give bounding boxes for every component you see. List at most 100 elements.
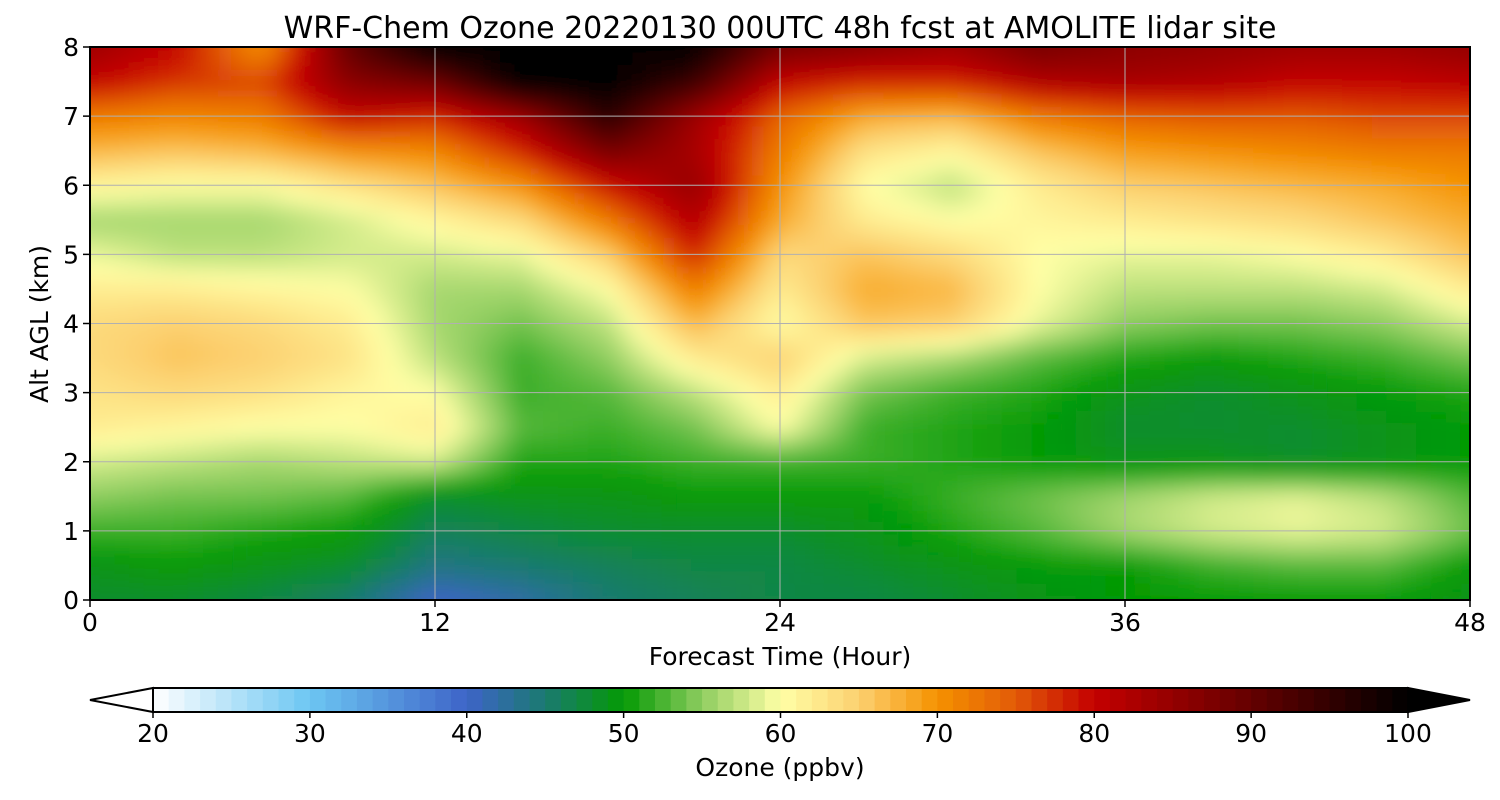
heatmap-cell: [1371, 286, 1388, 300]
heatmap-cell: [188, 150, 204, 164]
heatmap-cell: [957, 496, 973, 510]
heatmap-cell: [232, 150, 249, 164]
heatmap-cell: [247, 372, 263, 386]
heatmap-cell: [484, 422, 500, 436]
heatmap-cell: [336, 224, 352, 238]
heatmap-cell: [780, 582, 796, 596]
heatmap-cell: [70, 200, 85, 213]
heatmap-cell: [1253, 533, 1269, 547]
heatmap-cell: [1297, 397, 1314, 411]
heatmap-cell: [1046, 88, 1062, 102]
heatmap-cell: [987, 323, 1003, 337]
heatmap-cell: [558, 409, 574, 423]
heatmap-cell: [1475, 212, 1490, 225]
heatmap-cell: [129, 76, 145, 90]
heatmap-cell: [1253, 434, 1269, 448]
heatmap-cell: [1164, 521, 1180, 535]
heatmap-cell: [632, 88, 648, 102]
heatmap-cell: [1268, 47, 1284, 53]
heatmap-cell: [90, 471, 101, 485]
heatmap-cell: [1061, 125, 1077, 139]
heatmap-cell: [913, 76, 929, 90]
heatmap-cell: [173, 533, 189, 547]
heatmap-cell: [1194, 447, 1210, 460]
heatmap-cell: [987, 496, 1003, 510]
heatmap-cell: [1090, 88, 1107, 102]
heatmap-cell: [720, 64, 737, 78]
y-tick-label: 5: [63, 240, 79, 269]
heatmap-cell: [469, 521, 485, 535]
heatmap-cell: [498, 125, 515, 139]
heatmap-cell: [691, 311, 707, 325]
heatmap-cell: [321, 88, 337, 102]
heatmap-cell: [484, 286, 500, 300]
heatmap-cell: [558, 570, 574, 584]
heatmap-cell: [90, 545, 101, 559]
heatmap-cell: [1061, 224, 1077, 238]
heatmap-cell: [1401, 125, 1417, 139]
heatmap-cell: [1001, 298, 1018, 312]
heatmap-cell: [1475, 225, 1490, 238]
heatmap-cell: [158, 76, 175, 90]
heatmap-cell: [602, 595, 618, 600]
heatmap-cell: [780, 125, 796, 139]
heatmap-cell: [1312, 471, 1328, 485]
heatmap-cell: [868, 64, 885, 78]
heatmap-cell: [706, 447, 722, 460]
heatmap-cell: [1223, 138, 1240, 152]
heatmap-cell: [868, 298, 885, 312]
heatmap-cell: [90, 397, 101, 411]
heatmap-cell: [987, 286, 1003, 300]
heatmap-cell: [262, 311, 278, 325]
colorbar-swatch: [655, 688, 672, 712]
heatmap-cell: [987, 113, 1003, 127]
heatmap-cell: [1430, 199, 1447, 213]
heatmap-cell: [188, 558, 204, 572]
heatmap-cell: [188, 385, 204, 399]
heatmap-cell: [617, 422, 633, 436]
heatmap-cell: [277, 521, 293, 535]
heatmap-cell: [632, 360, 648, 374]
heatmap-cell: [1135, 496, 1151, 510]
heatmap-cell: [306, 150, 323, 164]
heatmap-cell: [1475, 422, 1490, 435]
heatmap-cell: [1105, 335, 1121, 349]
heatmap-cell: [1342, 545, 1358, 559]
heatmap-cell: [927, 286, 944, 300]
heatmap-cell: [868, 113, 885, 127]
heatmap-cell: [1223, 286, 1240, 300]
heatmap-cell: [824, 212, 840, 226]
colorbar-swatch: [623, 688, 640, 712]
heatmap-cell: [1223, 64, 1240, 78]
heatmap-cell: [1297, 508, 1314, 522]
heatmap-cell: [1149, 595, 1166, 600]
heatmap-cell: [1135, 101, 1151, 115]
heatmap-cell: [883, 558, 899, 572]
heatmap-cell: [942, 348, 959, 362]
heatmap-cell: [1445, 434, 1462, 448]
heatmap-cell: [410, 323, 426, 337]
heatmap-cell: [987, 125, 1003, 139]
colorbar: 20 30 40 50 60 70 80 90 100: [89, 686, 1471, 748]
heatmap-cell: [247, 101, 263, 115]
heatmap-cell: [1164, 459, 1180, 473]
heatmap-cell: [1179, 249, 1195, 263]
heatmap-cell: [780, 595, 796, 600]
heatmap-cell: [1061, 397, 1077, 411]
heatmap-cell: [661, 447, 678, 460]
heatmap-cell: [1253, 558, 1269, 572]
heatmap-cell: [1327, 64, 1343, 78]
heatmap-cell: [1016, 397, 1033, 411]
heatmap-cell: [247, 88, 263, 102]
heatmap-cell: [1075, 335, 1092, 349]
heatmap-cell: [1460, 385, 1470, 399]
heatmap-cell: [469, 582, 485, 596]
heatmap-cell: [1268, 360, 1284, 374]
heatmap-cell: [321, 51, 337, 65]
heatmap-cell: [484, 101, 500, 115]
heatmap-cell: [528, 187, 544, 201]
heatmap-cell: [380, 447, 397, 460]
heatmap-cell: [957, 323, 973, 337]
heatmap-cell: [262, 237, 278, 250]
